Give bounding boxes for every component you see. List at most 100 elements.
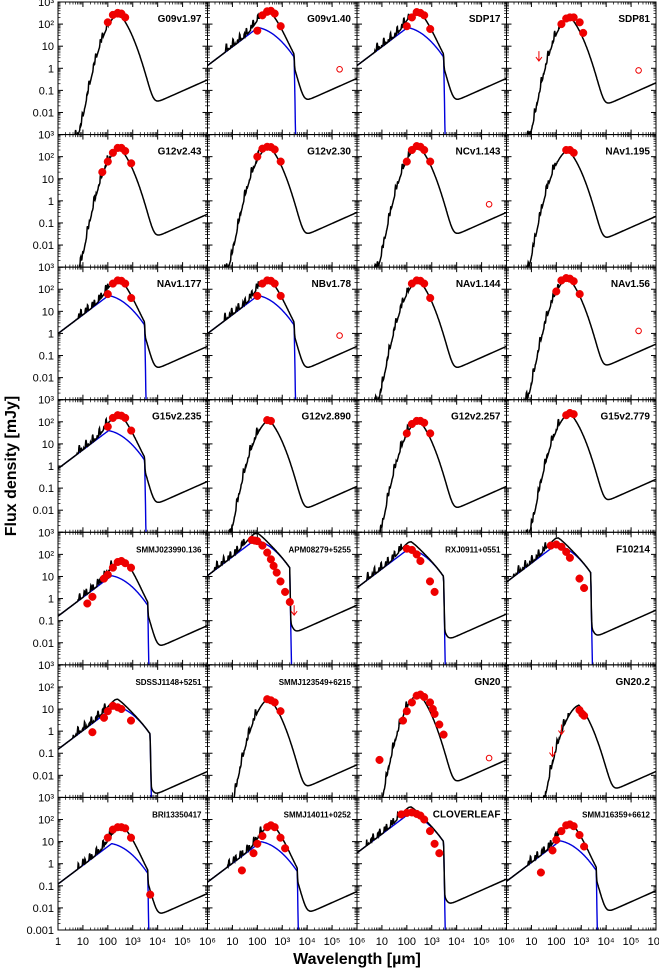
data-point <box>426 293 435 303</box>
data-point <box>103 157 112 166</box>
data-point <box>569 277 578 286</box>
data-point <box>420 11 429 20</box>
open-data-point <box>635 327 642 335</box>
total-model-line <box>58 698 208 794</box>
data-point <box>127 293 136 303</box>
data-point <box>412 550 421 559</box>
data-point <box>263 548 272 557</box>
open-data-point <box>336 66 343 73</box>
data-point <box>569 410 578 419</box>
data-point <box>575 290 584 299</box>
panel-label: F10214 <box>616 544 650 555</box>
open-data-point <box>635 67 642 74</box>
data-point <box>565 553 574 562</box>
data-point <box>276 707 285 716</box>
data-point <box>402 157 411 166</box>
data-point <box>407 13 416 22</box>
sed-panel: G12v2.890 <box>207 399 358 533</box>
data-point <box>276 157 285 166</box>
data-point <box>108 563 117 572</box>
panel-label: NAv1.177 <box>157 279 202 290</box>
data-point <box>276 577 285 586</box>
sed-panel: G15v2.779 <box>506 399 657 533</box>
open-data-point <box>485 201 493 208</box>
data-point <box>117 9 126 18</box>
sed-panel: NBv1.78 <box>207 266 358 401</box>
agn-model-line <box>58 429 147 533</box>
sed-panel: NAv1.195 <box>506 134 657 268</box>
data-point <box>98 168 107 177</box>
data-point <box>420 418 429 427</box>
total-model-line <box>506 537 656 636</box>
data-point <box>99 713 109 722</box>
total-model-line <box>74 12 208 135</box>
data-point <box>121 279 130 288</box>
sed-panel: SMMJ023990.136 <box>57 531 208 666</box>
data-point <box>575 18 584 27</box>
sed-panel: NAv1.56 <box>506 266 657 401</box>
total-model-line <box>374 279 507 400</box>
data-point <box>270 279 279 288</box>
sed-panel: RXJ0911+0551 <box>356 531 507 666</box>
panel-label: NAv1.56 <box>611 279 651 290</box>
data-point <box>127 426 136 435</box>
total-model-line <box>223 145 357 268</box>
sed-panel: G09v1.40 <box>207 1 358 136</box>
data-point <box>127 159 136 168</box>
data-point <box>425 577 435 586</box>
data-point <box>126 563 136 572</box>
sed-panel: G15v2.235 <box>57 399 208 533</box>
panel-label: NAv1.144 <box>456 279 501 290</box>
data-point <box>83 599 92 608</box>
total-model-line <box>207 532 357 632</box>
total-model-line <box>207 10 357 100</box>
data-point <box>285 597 294 607</box>
data-point <box>426 157 435 166</box>
data-point <box>258 541 267 550</box>
data-point <box>430 587 439 596</box>
total-model-line <box>374 145 507 268</box>
data-point <box>557 542 566 551</box>
data-point <box>266 416 275 425</box>
panel-label: SDP17 <box>469 14 501 25</box>
data-point <box>88 592 97 601</box>
data-point <box>253 537 262 546</box>
data-point <box>270 698 279 707</box>
panel-label: SDP81 <box>618 14 650 25</box>
panel-label: SDSSJ1148+5251 <box>135 678 202 687</box>
data-point <box>276 22 285 31</box>
data-point <box>108 148 117 157</box>
data-point <box>557 20 566 29</box>
panel-label: G09v1.40 <box>307 14 351 25</box>
data-point <box>263 7 272 16</box>
data-point <box>426 24 435 34</box>
sed-panel: NAv1.177 <box>57 266 208 401</box>
agn-model-line <box>357 26 446 135</box>
sed-panel: SDP81 <box>506 1 657 136</box>
panel-label: G15v2.779 <box>601 412 651 423</box>
sed-panel: G09v1.97 <box>57 1 208 136</box>
panel-label: G12v2.890 <box>302 412 352 423</box>
data-point <box>103 18 112 27</box>
agn-model-line <box>207 26 297 135</box>
data-point <box>426 429 435 438</box>
data-point <box>575 574 584 583</box>
total-model-line <box>233 697 357 798</box>
data-point <box>420 279 429 288</box>
data-point <box>253 26 262 35</box>
open-data-point <box>336 332 343 339</box>
panel-label: G12v2.43 <box>158 147 202 158</box>
data-point <box>121 413 130 422</box>
data-point <box>126 716 136 725</box>
data-point <box>103 570 112 579</box>
data-point <box>103 290 112 299</box>
data-point <box>103 707 112 716</box>
data-point <box>420 145 429 155</box>
data-point <box>402 429 411 438</box>
sed-panel: SDSSJ1148+5251 <box>57 664 208 798</box>
data-point <box>121 559 130 568</box>
data-point <box>402 22 411 31</box>
total-model-line <box>379 419 507 533</box>
agn-model-line <box>357 548 446 665</box>
